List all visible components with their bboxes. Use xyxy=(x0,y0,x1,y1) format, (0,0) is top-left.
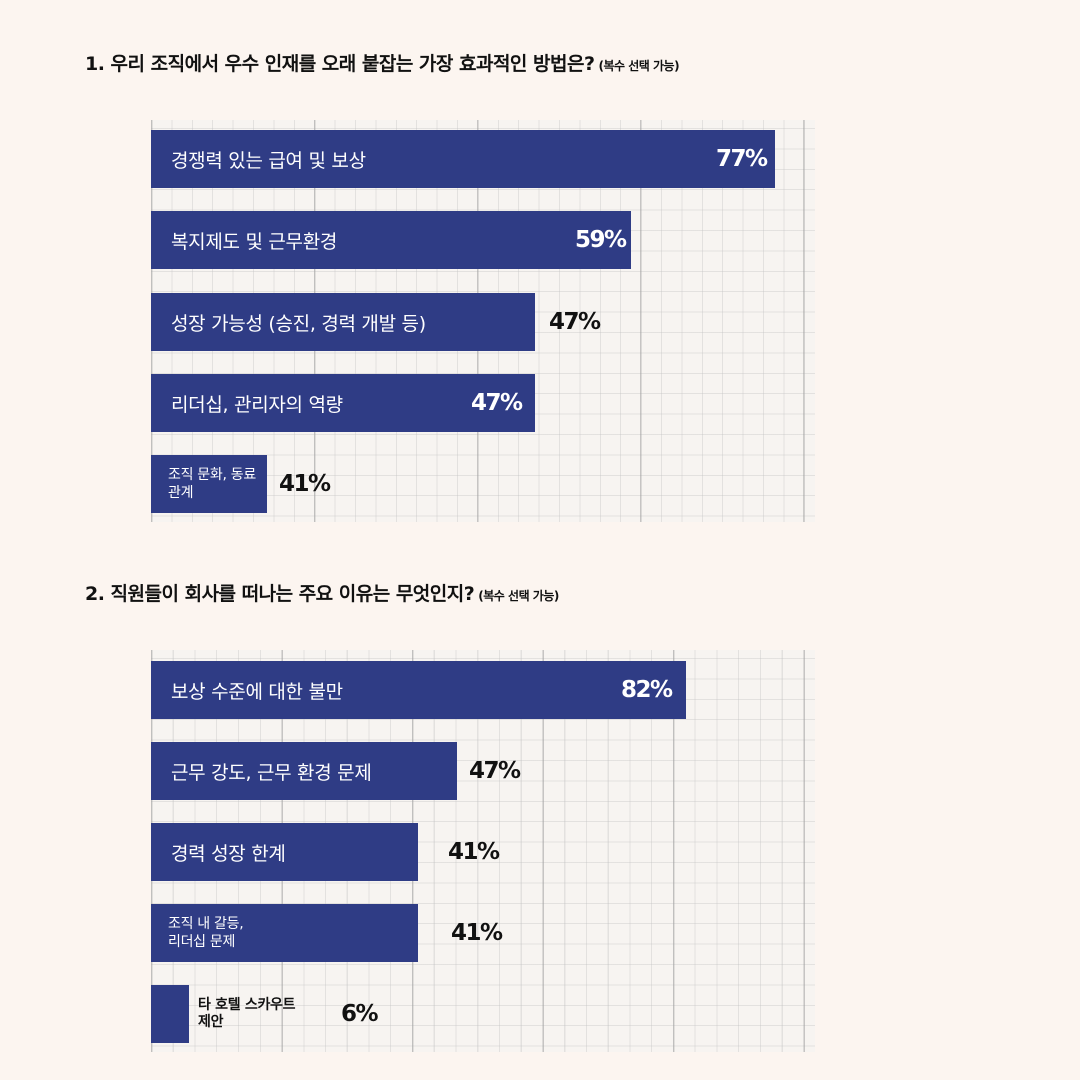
bar-value-label: 47% xyxy=(469,758,521,784)
bar-category-label: 복지제도 및 근무환경 xyxy=(171,230,338,253)
bar xyxy=(151,661,686,719)
bar xyxy=(151,904,418,962)
bar-value-label: 6% xyxy=(341,1001,379,1027)
chart1-title: 1. 우리 조직에서 우수 인재를 오래 붙잡는 가장 효과적인 방법은? (복수… xyxy=(85,49,680,76)
bar-row: 경력 성장 한계 41% xyxy=(151,823,815,881)
bar-value-label: 82% xyxy=(621,677,673,703)
bar-category-label: 타 호텔 스카우트 제안 xyxy=(198,997,296,1030)
bar-row: 경쟁력 있는 급여 및 보상 77% xyxy=(151,130,815,188)
bar-category-label: 성장 가능성 (승진, 경력 개발 등) xyxy=(171,312,426,335)
bar-row: 보상 수준에 대한 불만 82% xyxy=(151,661,815,719)
bar xyxy=(151,823,418,881)
bar-value-label: 47% xyxy=(471,390,523,416)
bar xyxy=(151,211,631,269)
bar xyxy=(151,130,775,188)
chart2-title-text: 2. 직원들이 회사를 떠나는 주요 이유는 무엇인지? xyxy=(85,583,475,605)
bar-value-label: 59% xyxy=(575,227,627,253)
bar-category-label: 경력 성장 한계 xyxy=(171,842,286,865)
bar xyxy=(151,374,535,432)
bar-category-label: 경쟁력 있는 급여 및 보상 xyxy=(171,149,366,172)
chart2-plot: 보상 수준에 대한 불만 82% 근무 강도, 근무 환경 문제 47% 경력 성장 한… xyxy=(151,650,815,1052)
bar-row: 성장 가능성 (승진, 경력 개발 등) 47% xyxy=(151,293,815,351)
bar-value-label: 77% xyxy=(716,146,768,172)
bar-category-label: 근무 강도, 근무 환경 문제 xyxy=(171,761,372,784)
chart1-title-text: 1. 우리 조직에서 우수 인재를 오래 붙잡는 가장 효과적인 방법은? xyxy=(85,53,595,75)
bar-row: 복지제도 및 근무환경 59% xyxy=(151,211,815,269)
bar xyxy=(151,455,267,513)
bar-row: 조직 내 갈등, 리더십 문제 41% xyxy=(151,904,815,962)
bar-value-label: 41% xyxy=(448,839,500,865)
bar-value-label: 41% xyxy=(451,920,503,946)
chart2-title: 2. 직원들이 회사를 떠나는 주요 이유는 무엇인지? (복수 선택 가능) xyxy=(85,579,559,606)
bar-row: 조직 문화, 동료 관계 41% xyxy=(151,455,815,513)
bar-row: 타 호텔 스카우트 제안 6% xyxy=(151,985,815,1043)
bar-category-label: 조직 내 갈등, 리더십 문제 xyxy=(168,916,244,950)
bar xyxy=(151,985,189,1043)
bar xyxy=(151,293,535,351)
chart1-subtitle: (복수 선택 가능) xyxy=(598,59,680,73)
bar-row: 리더십, 관리자의 역량 47% xyxy=(151,374,815,432)
bar-row: 근무 강도, 근무 환경 문제 47% xyxy=(151,742,815,800)
chart1-plot: 경쟁력 있는 급여 및 보상 77% 복지제도 및 근무환경 59% 성장 가능성 (승… xyxy=(151,120,815,522)
bar xyxy=(151,742,457,800)
bar-category-label: 리더십, 관리자의 역량 xyxy=(171,393,343,416)
bar-category-label: 보상 수준에 대한 불만 xyxy=(171,680,343,703)
chart2-subtitle: (복수 선택 가능) xyxy=(478,589,559,603)
bar-value-label: 41% xyxy=(279,471,331,497)
bar-value-label: 47% xyxy=(549,309,601,335)
bar-category-label: 조직 문화, 동료 관계 xyxy=(168,467,256,501)
